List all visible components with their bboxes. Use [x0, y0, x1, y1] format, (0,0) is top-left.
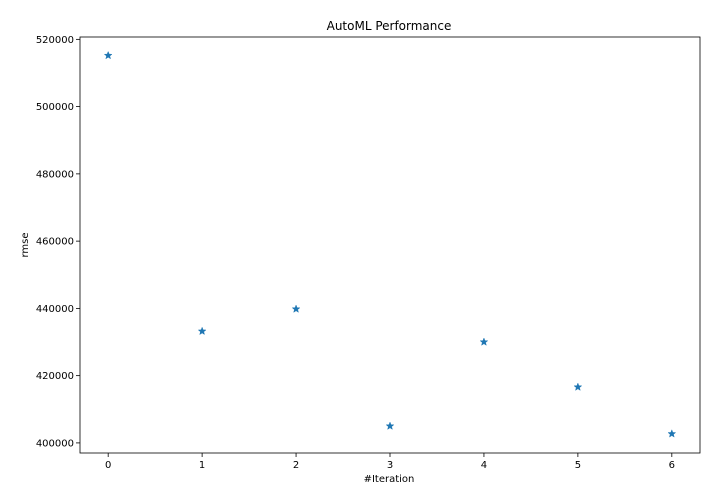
y-tick-label: 460000: [36, 237, 74, 248]
data-point-star: [197, 326, 207, 336]
x-axis: 0 1 2 3 4 5 6: [105, 453, 675, 471]
y-tick-label: 400000: [36, 438, 74, 449]
data-point-star: [385, 421, 395, 430]
data-points: [103, 50, 677, 438]
data-point-star: [573, 382, 583, 391]
x-tick-label: 6: [669, 460, 675, 471]
x-tick-label: 1: [199, 460, 205, 471]
y-axis-label: rmse: [20, 232, 31, 257]
data-point-star: [291, 304, 301, 313]
x-tick-label: 5: [575, 460, 581, 471]
x-axis-label: #Iteration: [364, 474, 415, 485]
y-tick-label: 440000: [36, 304, 74, 315]
x-tick-label: 2: [293, 460, 299, 471]
plot-border: [79, 36, 701, 454]
y-tick-label: 500000: [36, 102, 74, 113]
chart-title: AutoML Performance: [327, 19, 452, 33]
data-point-star: [667, 429, 677, 438]
data-point-star: [479, 337, 489, 346]
data-point-star: [103, 50, 113, 60]
y-tick-label: 520000: [36, 35, 74, 46]
x-tick-label: 4: [481, 460, 487, 471]
y-tick-label: 480000: [36, 169, 74, 180]
x-tick-label: 3: [387, 460, 393, 471]
plot-frame: [79, 36, 701, 454]
y-axis: 400000 420000 440000 460000 480000 500000 5200…: [36, 35, 80, 449]
x-tick-label: 0: [105, 460, 111, 471]
y-tick-label: 420000: [36, 371, 74, 382]
